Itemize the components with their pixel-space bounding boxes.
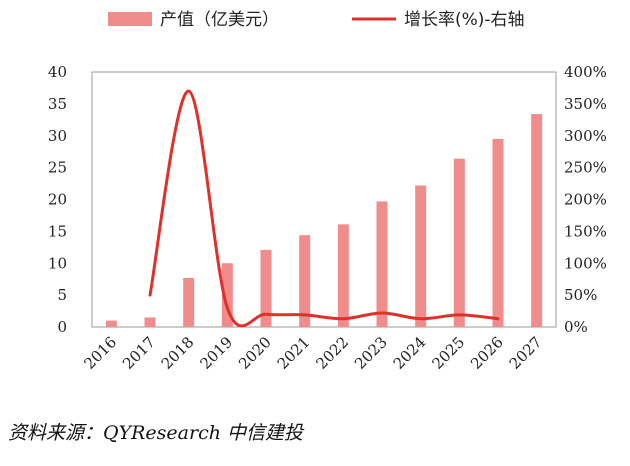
bar-2017 bbox=[144, 317, 156, 327]
x-tick-label: 2027 bbox=[506, 333, 546, 373]
left-tick-label: 5 bbox=[57, 286, 67, 304]
right-axis: 0% 50% 100% 150% 200% 250% 300% 350% 400% bbox=[564, 63, 607, 336]
right-tick-label: 200% bbox=[564, 191, 607, 209]
bar-2021 bbox=[299, 235, 311, 327]
legend: 产值（亿美元） 增长率(%)-右轴 bbox=[108, 10, 525, 30]
bar-2027 bbox=[531, 114, 543, 327]
bar-2018 bbox=[183, 277, 195, 327]
plot-frame bbox=[91, 71, 557, 328]
right-tick-label: 400% bbox=[564, 63, 607, 81]
left-tick-label: 40 bbox=[48, 63, 67, 81]
left-axis: 0 5 10 15 20 25 30 35 40 bbox=[48, 63, 67, 336]
x-tick-label: 2018 bbox=[158, 333, 198, 373]
x-tick-label: 2020 bbox=[235, 333, 275, 373]
right-tick-label: 350% bbox=[564, 95, 607, 113]
left-tick-label: 35 bbox=[48, 95, 67, 113]
left-tick-label: 30 bbox=[48, 127, 67, 145]
x-tick-label: 2026 bbox=[467, 333, 507, 373]
bar-2020 bbox=[260, 249, 272, 327]
bar-2025 bbox=[453, 158, 465, 327]
right-tick-label: 250% bbox=[564, 159, 607, 177]
x-tick-label: 2017 bbox=[119, 333, 159, 373]
line-series bbox=[148, 89, 500, 328]
legend-bar-swatch bbox=[108, 12, 152, 26]
right-tick-label: 100% bbox=[564, 254, 607, 272]
left-tick-label: 10 bbox=[48, 254, 67, 272]
bar-2024 bbox=[415, 185, 427, 327]
x-tick-label: 2025 bbox=[428, 333, 468, 373]
x-tick-label: 2023 bbox=[351, 333, 391, 373]
source-note: 资料来源：QYResearch 中信建投 bbox=[8, 422, 303, 444]
x-tick-label: 2024 bbox=[390, 333, 430, 373]
right-tick-label: 150% bbox=[564, 222, 607, 240]
legend-bar-label: 产值（亿美元） bbox=[160, 10, 279, 30]
legend-line-label: 增长率(%)-右轴 bbox=[404, 10, 525, 30]
bar-series bbox=[105, 114, 543, 327]
growth-rate-line bbox=[148, 89, 500, 328]
x-tick-label: 2019 bbox=[196, 333, 236, 373]
bar-2016 bbox=[105, 320, 117, 327]
right-tick-label: 50% bbox=[564, 286, 597, 304]
bar-2019 bbox=[221, 263, 233, 327]
x-tick-label: 2021 bbox=[274, 333, 314, 373]
left-tick-label: 25 bbox=[48, 159, 67, 177]
right-tick-label: 300% bbox=[564, 127, 607, 145]
bar-2023 bbox=[376, 201, 388, 327]
right-tick-label: 0% bbox=[564, 318, 588, 336]
plot-border bbox=[91, 71, 557, 328]
left-tick-label: 20 bbox=[48, 191, 67, 209]
left-tick-label: 0 bbox=[57, 318, 67, 336]
bar-2022 bbox=[337, 224, 349, 327]
left-tick-label: 15 bbox=[48, 222, 67, 240]
bar-2026 bbox=[492, 138, 504, 327]
x-tick-label: 2022 bbox=[312, 333, 352, 373]
x-axis: 2016201720182019202020212022202320242025… bbox=[80, 333, 545, 373]
x-tick-label: 2016 bbox=[80, 333, 120, 373]
